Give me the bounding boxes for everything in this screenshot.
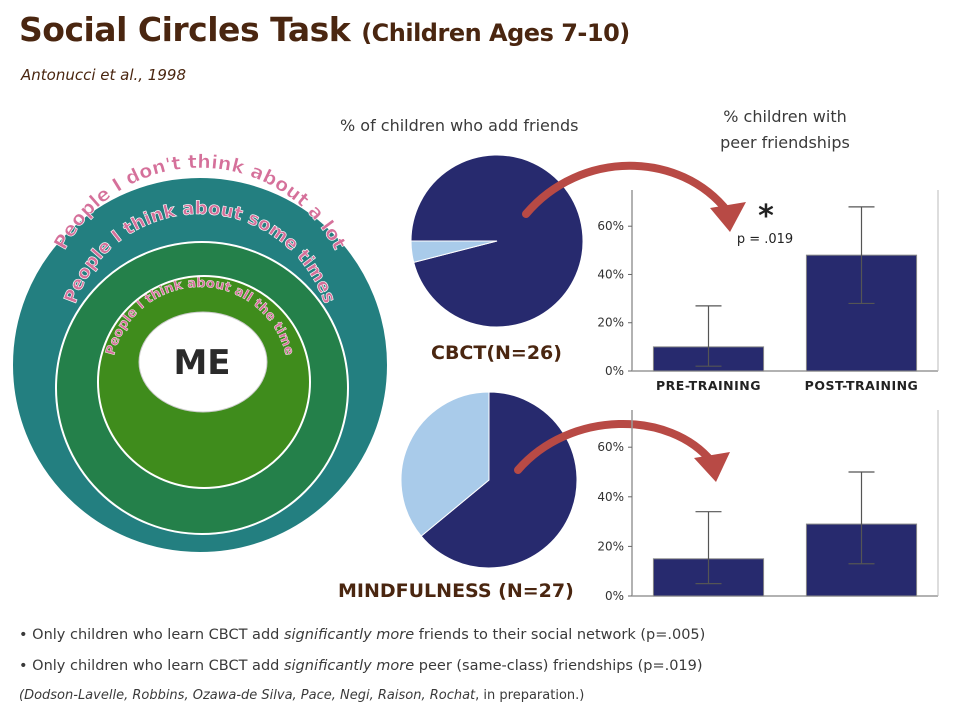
pie-chart-mindfulness	[400, 391, 578, 569]
category-label-0: PRE-TRAINING	[656, 378, 761, 393]
y-tick-label: 40%	[597, 267, 624, 281]
bar-heading-line2: peer friendships	[720, 133, 850, 152]
pie-slice-0	[420, 391, 578, 569]
category-label-1: POST-TRAINING	[805, 378, 919, 393]
bar-chart-mindfulness: 0% 20% 40% 60%	[597, 410, 939, 603]
pie-slice-1	[400, 391, 490, 537]
curved-arrow-top	[522, 161, 732, 218]
cbct-label: CBCT(N=26)	[431, 342, 562, 364]
me-label: ME	[173, 343, 230, 383]
y-tick-label: 20%	[597, 316, 624, 330]
y-tick-label: 60%	[597, 440, 624, 454]
pie-heading: % of children who add friends	[340, 116, 579, 135]
y-tick-label: 0%	[605, 364, 624, 378]
pie-chart-cbct	[410, 154, 584, 328]
bar-heading-line1: % children with	[723, 107, 847, 126]
significance-star: *	[758, 199, 774, 234]
y-tick-label: 40%	[597, 490, 624, 504]
curved-arrow-bottom	[514, 420, 716, 474]
pie-slice-1	[410, 240, 498, 263]
citation-top: Antonucci et al., 1998	[21, 66, 186, 84]
reference-citation: (Dodson-Lavelle, Robbins, Ozawa-de Silva…	[19, 688, 585, 703]
arrow-top-head	[710, 202, 746, 232]
y-tick-label: 60%	[597, 219, 624, 233]
slide-title: Social Circles Task (Children Ages 7-10)	[19, 10, 630, 49]
findings-list: • Only children who learn CBCT add signi…	[19, 624, 705, 686]
arrow-bottom-head	[694, 452, 730, 482]
arrow-top	[522, 161, 746, 232]
title-subtitle: (Children Ages 7-10)	[361, 19, 630, 47]
social-circles-diagram: ME People I don't think about a lot Peop…	[11, 151, 389, 554]
title-main: Social Circles Task	[19, 10, 351, 49]
significance-p-value: p = .019	[737, 232, 793, 247]
bar-heading: % children with peer friendships	[690, 104, 880, 156]
y-tick-label: 20%	[597, 539, 624, 553]
finding-2: • Only children who learn CBCT add signi…	[19, 658, 703, 674]
finding-1: • Only children who learn CBCT add signi…	[19, 627, 706, 643]
mindfulness-label: MINDFULNESS (N=27)	[338, 580, 574, 602]
arrow-bottom	[514, 420, 730, 482]
y-tick-label: 0%	[605, 589, 624, 603]
bar-chart-cbct: 0% 20% 40% 60% PRE-TRAINING POST-TRAINING	[597, 190, 939, 393]
me-circle	[138, 311, 268, 413]
